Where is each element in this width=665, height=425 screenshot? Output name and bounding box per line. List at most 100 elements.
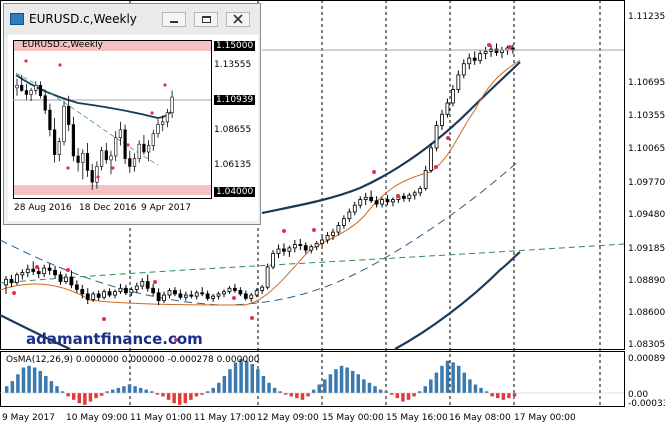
candle-body	[178, 293, 183, 298]
osma-bar	[222, 376, 227, 393]
restore-button[interactable]	[194, 12, 218, 27]
mini-fractal-marker	[126, 143, 130, 147]
osma-bar	[133, 386, 137, 393]
minimize-button[interactable]	[162, 12, 186, 27]
mini-candle-body	[128, 158, 132, 167]
osma-bar	[205, 391, 210, 393]
candle-body	[429, 147, 434, 171]
candle-body	[173, 290, 177, 295]
candle-body	[510, 47, 515, 50]
mini-price-axis-label: 1.10939	[214, 95, 256, 105]
fractal-marker	[35, 265, 39, 269]
candle-body	[134, 285, 139, 290]
mini-candle-body	[142, 143, 146, 153]
osma-bar	[496, 393, 500, 399]
osma-bar	[244, 360, 249, 393]
candle-body	[14, 274, 19, 284]
minimize-icon	[170, 21, 178, 23]
candle-body	[162, 294, 166, 302]
mini-candle-body	[62, 105, 66, 142]
osma-bar	[44, 376, 48, 393]
mini-chart-title: EURUSD.c,Weekly	[22, 40, 103, 50]
osma-bar	[49, 381, 54, 393]
mini-chart-window[interactable]: EURUSD.c,Weekly EURUSD.c,Weekly 1.15000 1…	[3, 3, 261, 225]
osma-bar	[83, 393, 87, 405]
candle-body	[249, 294, 254, 299]
candle-body	[500, 49, 504, 53]
osma-bar	[239, 359, 243, 393]
osma-bar	[412, 393, 416, 397]
candle-body	[298, 244, 303, 247]
mini-candle-body	[147, 145, 151, 153]
candle-body	[358, 199, 363, 206]
price-axis-label: 1.09480	[628, 210, 665, 220]
candle-body	[151, 287, 156, 294]
fractal-marker	[12, 291, 16, 295]
osma-bar	[479, 387, 483, 393]
mini-window-titlebar[interactable]: EURUSD.c,Weekly	[4, 4, 260, 34]
mini-candle-body	[76, 155, 80, 163]
osma-bar	[512, 393, 517, 397]
osma-bar	[440, 365, 444, 393]
candle-body	[200, 292, 205, 295]
close-button[interactable]	[226, 12, 250, 27]
candle-body	[189, 294, 194, 297]
mini-candle-body	[34, 84, 38, 91]
mini-candle-body	[123, 129, 127, 159]
candle-body	[85, 293, 90, 300]
mini-candle-body	[29, 90, 33, 95]
mini-time-axis-label: 18 Dec 2016	[79, 203, 137, 213]
price-axis-label: 1.10695	[628, 78, 665, 88]
mini-fractal-marker	[111, 166, 115, 170]
osma-bar	[189, 393, 193, 400]
osma-bar	[217, 382, 221, 393]
osma-bar	[423, 386, 427, 393]
candle-body	[407, 194, 412, 199]
candle-body	[445, 102, 450, 115]
osma-bar	[99, 393, 104, 396]
osma-bar	[27, 365, 31, 393]
candle-body	[124, 287, 128, 294]
osma-bar	[66, 393, 70, 397]
candle-body	[303, 245, 308, 251]
candle-body	[374, 200, 379, 205]
candle-body	[287, 247, 292, 252]
mini-candle-body	[71, 124, 75, 157]
candle-body	[47, 267, 52, 271]
time-axis-label: 15 May 00:00	[322, 413, 384, 423]
candle-body	[412, 192, 417, 196]
mini-candle-body	[118, 129, 122, 138]
candle-body	[118, 287, 123, 293]
price-axis-label: 1.09185	[628, 244, 665, 254]
osma-bar	[155, 393, 160, 395]
fractal-marker	[487, 43, 491, 47]
osma-bar	[434, 372, 439, 393]
osma-bar	[456, 365, 461, 393]
fractal-marker	[508, 45, 512, 49]
osma-bar	[334, 369, 338, 393]
osma-bar	[88, 393, 93, 402]
fractal-marker	[372, 170, 376, 174]
osma-bar	[166, 393, 171, 400]
time-axis-label: 11 May 01:00	[130, 413, 192, 423]
fractal-marker	[153, 280, 157, 284]
osma-bar	[373, 386, 377, 393]
fractal-marker	[312, 228, 316, 232]
candle-body	[320, 239, 325, 244]
osma-bar	[94, 393, 98, 399]
mini-candle-body	[95, 166, 99, 183]
osma-bar	[228, 369, 232, 393]
fractal-marker	[282, 229, 286, 233]
candle-body	[478, 53, 483, 61]
osma-bar	[278, 391, 282, 393]
candle-body	[314, 242, 319, 248]
price-axis-label: 1.08600	[628, 308, 665, 318]
candle-body	[107, 291, 112, 296]
mini-resistance-zone	[13, 41, 211, 51]
price-axis-label: 1.09770	[628, 178, 665, 188]
osma-bar	[484, 391, 489, 393]
mini-fractal-marker	[96, 175, 100, 179]
mini-candle-body	[81, 153, 85, 163]
mini-candle-body	[151, 133, 155, 146]
candle-body	[369, 196, 374, 202]
